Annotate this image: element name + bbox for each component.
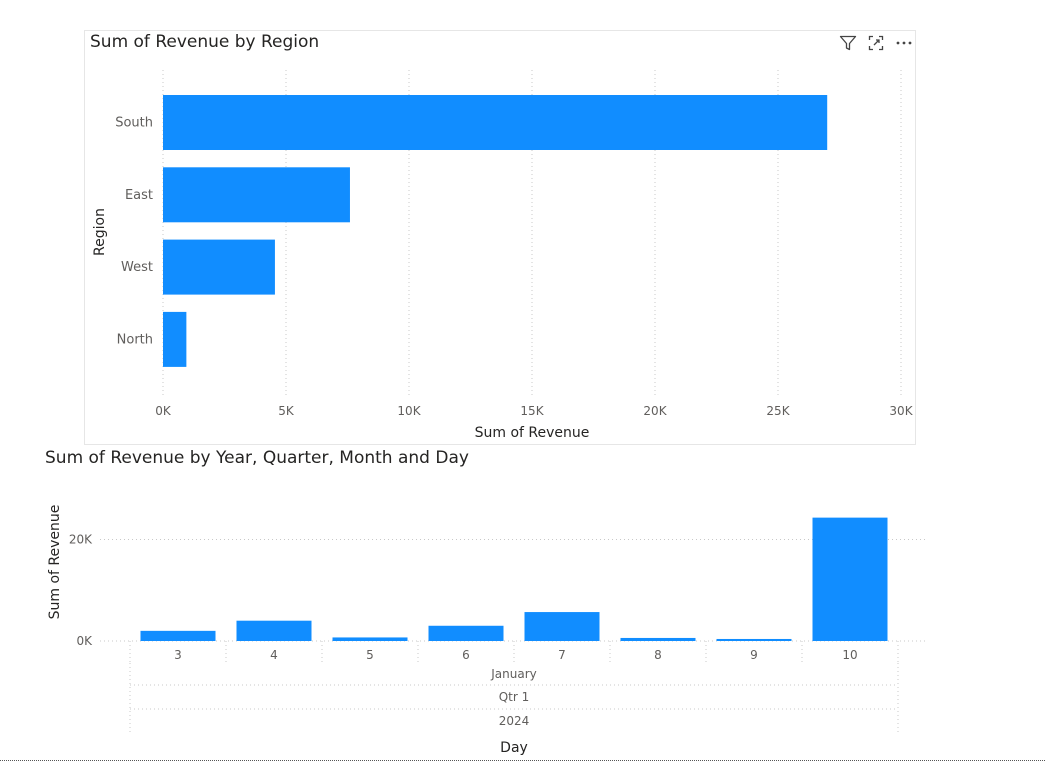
bar-day-10[interactable] <box>812 517 888 641</box>
x-tick-label: 25K <box>766 404 790 418</box>
bar-north[interactable] <box>163 311 187 367</box>
region-chart-title: Sum of Revenue by Region <box>90 32 320 52</box>
y-tick-label: South <box>115 116 153 131</box>
y-tick-label: West <box>121 260 153 275</box>
x-tick-label: 20K <box>643 404 667 418</box>
x-tick-label: 30K <box>889 404 913 418</box>
x-tick-label: 7 <box>558 648 566 662</box>
focus-mode-icon[interactable] <box>866 33 886 53</box>
bar-day-3[interactable] <box>140 630 216 641</box>
y-axis-title: Sum of Revenue <box>47 505 63 620</box>
region-bar-chart: 0K 5K 10K 15K 20K 25K 30K South East West North Sum… <box>92 70 914 441</box>
quarter-label: Qtr 1 <box>499 690 530 704</box>
bar-day-9[interactable] <box>716 638 792 641</box>
y-tick-label: 0K <box>76 634 93 648</box>
x-tick-label: 5 <box>366 648 374 662</box>
region-visual-frame <box>84 30 916 445</box>
y-tick-label: East <box>125 188 153 203</box>
bar-day-8[interactable] <box>620 637 696 641</box>
month-label: January <box>490 667 537 681</box>
bar-day-5[interactable] <box>332 637 408 641</box>
filter-icon[interactable] <box>838 33 858 53</box>
visual-header-icons <box>838 33 916 53</box>
bar-day-7[interactable] <box>524 612 600 641</box>
x-axis-title: Day <box>500 740 528 756</box>
x-axis-title: Sum of Revenue <box>475 425 590 441</box>
x-tick-label: 9 <box>750 648 758 662</box>
x-tick-label: 6 <box>462 648 470 662</box>
more-options-icon[interactable] <box>894 33 914 53</box>
bar-day-4[interactable] <box>236 620 312 641</box>
y-tick-label: North <box>117 332 153 347</box>
x-tick-label: 5K <box>278 404 295 418</box>
y-axis-title: Region <box>92 208 108 256</box>
x-tick-label: 15K <box>520 404 544 418</box>
x-tick-label: 10K <box>397 404 421 418</box>
x-tick-label: 10 <box>842 648 857 662</box>
x-tick-label: 3 <box>174 648 182 662</box>
bar-east[interactable] <box>163 167 350 223</box>
x-tick-label: 0K <box>155 404 172 418</box>
bar-day-6[interactable] <box>428 625 504 641</box>
y-tick-label: 20K <box>69 532 93 546</box>
page-divider <box>0 760 1045 761</box>
date-chart-title: Sum of Revenue by Year, Quarter, Month a… <box>45 448 469 468</box>
x-tick-label: 4 <box>270 648 278 662</box>
bar-west[interactable] <box>163 239 275 295</box>
bar-south[interactable] <box>163 95 828 150</box>
year-label: 2024 <box>499 714 530 728</box>
x-tick-label: 8 <box>654 648 662 662</box>
